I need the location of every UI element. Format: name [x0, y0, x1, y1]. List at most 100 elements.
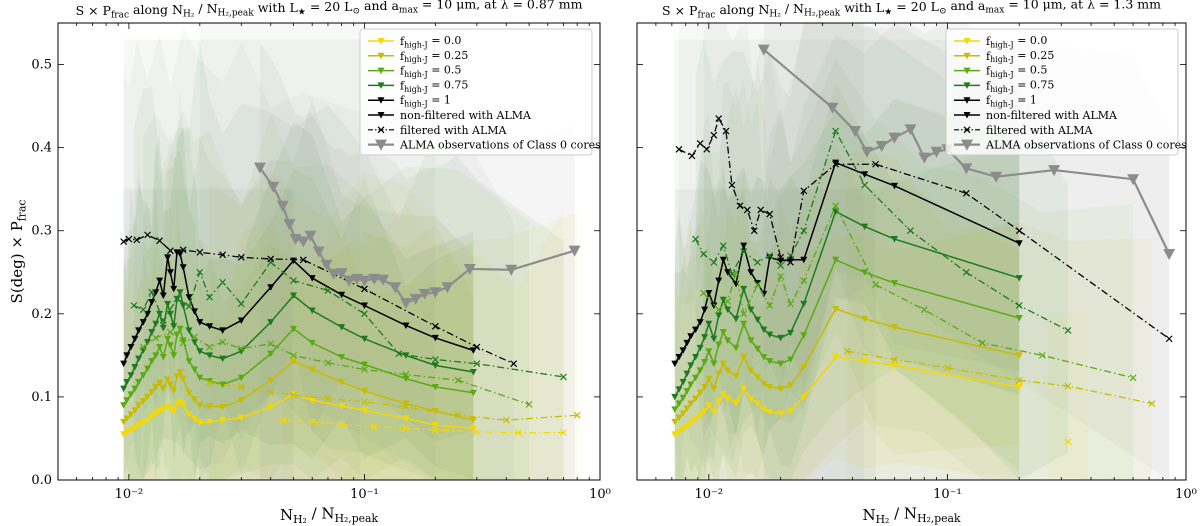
data-point [144, 365, 152, 373]
data-point [715, 370, 723, 378]
series-1 [120, 391, 477, 438]
y-tick-label: 0.1 [31, 390, 52, 405]
data-point [127, 427, 135, 434]
data-point [164, 300, 172, 308]
data-point [1015, 352, 1023, 359]
data-point [120, 431, 128, 438]
data-point [696, 344, 704, 352]
data-point [219, 355, 227, 363]
data-point [568, 245, 581, 257]
legend-swatch-marker [963, 52, 971, 60]
data-point [170, 387, 178, 394]
data-point [279, 416, 287, 424]
data-point [179, 337, 187, 344]
y-tick-label: 0.0 [31, 473, 52, 488]
data-point [454, 376, 462, 384]
series-line [847, 350, 1153, 405]
data-point [743, 206, 751, 214]
legend-label: fhigh-J = 0.25 [986, 49, 1054, 64]
data-point [148, 413, 156, 421]
data-point [473, 360, 481, 368]
data-point [1163, 248, 1176, 260]
data-point [159, 406, 167, 413]
data-point [671, 431, 679, 438]
series-10 [675, 115, 1173, 343]
data-point [206, 378, 214, 385]
data-point [1015, 314, 1023, 322]
legend-swatch-marker [963, 126, 971, 134]
data-point [131, 363, 139, 371]
data-point [754, 345, 762, 353]
band [674, 213, 1020, 480]
data-point [1015, 240, 1023, 247]
data-point [127, 344, 135, 351]
data-point [166, 328, 174, 336]
legend-swatch-marker [377, 112, 385, 119]
data-point [740, 285, 748, 293]
data-point [191, 308, 199, 315]
data-point [705, 402, 713, 409]
data-point [832, 305, 840, 313]
data-point [139, 419, 147, 427]
data-point [361, 366, 368, 373]
data-point [473, 343, 481, 351]
y-tick-label: 0.2 [31, 307, 52, 322]
data-point [206, 352, 214, 359]
data-point [787, 356, 795, 364]
data-point [687, 419, 695, 427]
data-point [179, 401, 187, 408]
series-7 [843, 347, 1156, 407]
band [674, 99, 1020, 480]
data-point [267, 388, 275, 396]
data-point [170, 408, 178, 415]
data-point [429, 287, 442, 299]
data-point [710, 335, 718, 343]
series-3 [671, 256, 1023, 413]
data-point [732, 344, 740, 352]
series-10 [120, 231, 518, 368]
data-point [700, 289, 707, 297]
data-point [360, 388, 368, 395]
data-point [920, 306, 928, 314]
data-point [514, 429, 522, 437]
data-point [800, 363, 808, 371]
data-point [766, 302, 774, 309]
data-point [219, 381, 227, 388]
data-point [237, 383, 245, 391]
data-point [338, 420, 346, 428]
data-point [683, 388, 691, 395]
data-point [196, 248, 204, 256]
data-point [159, 385, 167, 393]
data-point [719, 329, 727, 336]
data-point [123, 378, 131, 386]
data-point [757, 44, 770, 56]
legend-label: fhigh-J = 0.0 [400, 34, 461, 49]
data-point [123, 352, 131, 359]
data-point [510, 360, 518, 368]
data-point [888, 132, 901, 144]
data-point [754, 280, 762, 287]
band [1047, 313, 1088, 480]
y-axis: 0.0 0.1 0.2 0.3 0.4 0.5 [31, 58, 600, 488]
legend-swatch-marker [963, 67, 971, 75]
data-point [361, 285, 368, 293]
x-axis-title: NH₂ / NH₂,peak [280, 505, 379, 526]
data-point [185, 389, 193, 397]
data-point [1048, 165, 1061, 177]
data-point [787, 258, 794, 266]
x-tick-label: 10⁻² [695, 487, 724, 502]
data-point [308, 366, 316, 373]
data-point [832, 160, 840, 168]
series-line [282, 419, 564, 434]
data-point [724, 297, 732, 305]
data-point [766, 210, 774, 218]
data-point [740, 242, 748, 250]
data-point [692, 235, 700, 243]
data-point [675, 428, 683, 436]
band [674, 23, 1020, 480]
data-point [800, 393, 808, 401]
data-point [890, 362, 898, 369]
data-point [290, 277, 297, 285]
data-point [861, 315, 869, 323]
data-point [722, 127, 730, 135]
